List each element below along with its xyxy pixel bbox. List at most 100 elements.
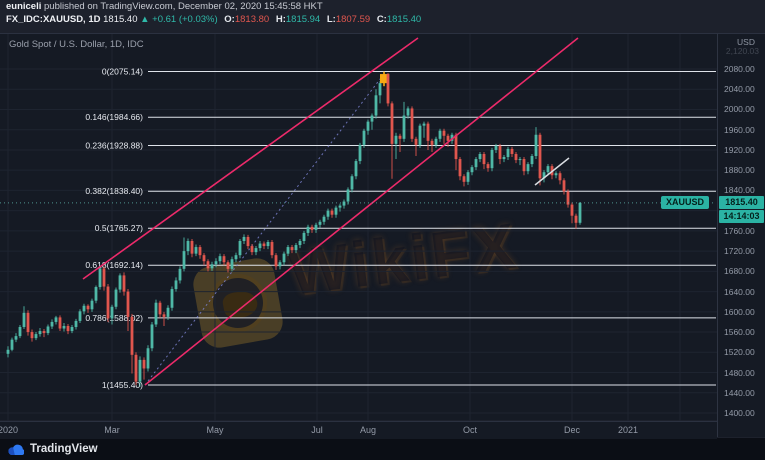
fib-level-label: 0.618(1692.14) bbox=[85, 260, 143, 270]
candle-body bbox=[58, 317, 62, 329]
candle-body bbox=[274, 255, 278, 267]
candle-body bbox=[146, 348, 150, 369]
candle-body bbox=[290, 247, 294, 251]
candle-body bbox=[466, 172, 470, 182]
time-axis-label: 2021 bbox=[617, 425, 639, 435]
tradingview-cloud-icon bbox=[8, 444, 24, 455]
chart-pane[interactable]: WikiFX 0(2075.14) 0.146(1984.66) 0.236(192… bbox=[0, 33, 717, 439]
candle-body bbox=[326, 210, 330, 217]
candle-body bbox=[82, 305, 86, 312]
candle-body bbox=[538, 134, 542, 179]
candle-body bbox=[162, 314, 166, 317]
price-axis-label: 1840.00 bbox=[724, 185, 755, 196]
time-axis[interactable]: 2020 Mar May Jul Aug Oct Dec 2021 bbox=[0, 421, 717, 439]
symbol-price-chip: XAUUSD bbox=[660, 196, 709, 209]
pane-title: Gold Spot / U.S. Dollar, 1D, IDC bbox=[9, 39, 144, 50]
fib-level-label: 0.146(1984.66) bbox=[85, 112, 143, 122]
price-axis-label: 1920.00 bbox=[724, 144, 755, 155]
candle-body bbox=[94, 287, 98, 301]
fib-level-label: 0(2075.14) bbox=[102, 66, 143, 76]
candle-body bbox=[114, 289, 118, 307]
price-axis[interactable]: USD 2,120.03 1815.40 14:14:03 2080.00 204… bbox=[717, 33, 765, 437]
channel-trendline[interactable] bbox=[144, 37, 579, 386]
price-axis-label: 1680.00 bbox=[724, 266, 755, 277]
time-axis-label: May bbox=[206, 425, 224, 435]
fib-anchor-dashed-line[interactable] bbox=[144, 73, 385, 386]
candle-body bbox=[62, 325, 66, 329]
candle-body bbox=[450, 134, 454, 141]
candle-body bbox=[446, 135, 450, 141]
time-axis-label: Oct bbox=[462, 425, 477, 435]
candle-body bbox=[278, 262, 282, 267]
candle-body bbox=[206, 261, 210, 269]
channel-trendline[interactable] bbox=[82, 37, 419, 280]
candle-body bbox=[218, 256, 222, 262]
high-value: 1815.94 bbox=[285, 14, 321, 25]
candle-body bbox=[226, 262, 230, 269]
candle-body bbox=[166, 307, 170, 317]
candle-body bbox=[502, 157, 506, 160]
tradingview-brand-link[interactable]: TradingView bbox=[30, 443, 98, 455]
candle-body bbox=[142, 359, 146, 369]
candle-body bbox=[486, 164, 490, 169]
candle-body bbox=[182, 251, 186, 269]
candle-body bbox=[266, 242, 270, 247]
candle-body bbox=[30, 332, 34, 339]
candle-body bbox=[246, 236, 250, 247]
candle-body bbox=[90, 300, 94, 310]
candle-body bbox=[102, 268, 106, 287]
candle-body bbox=[34, 334, 38, 339]
currency-label: USD bbox=[737, 37, 755, 47]
fib-level-label: 0.786(1588.02) bbox=[85, 313, 143, 323]
candle-body bbox=[386, 74, 390, 104]
candle-body bbox=[402, 115, 406, 139]
candle-body bbox=[454, 134, 458, 160]
candle-body bbox=[254, 248, 258, 253]
publish-info: euniceli published on TradingView.com, D… bbox=[6, 1, 323, 12]
candle-body bbox=[66, 325, 70, 332]
candle-body bbox=[110, 306, 114, 319]
footer-bar: TradingView bbox=[0, 438, 765, 460]
low-label: L: bbox=[326, 14, 336, 25]
close-label: C: bbox=[376, 14, 387, 25]
candle-body bbox=[242, 236, 246, 241]
candle-body bbox=[258, 243, 262, 249]
price-axis-label: 1640.00 bbox=[724, 286, 755, 297]
candle-body bbox=[74, 320, 78, 327]
candle-body bbox=[210, 264, 214, 269]
candle-body bbox=[298, 241, 302, 246]
candle-body bbox=[202, 255, 206, 262]
author-name[interactable]: euniceli bbox=[6, 1, 42, 12]
candle-body bbox=[362, 130, 366, 145]
candle-body bbox=[46, 326, 50, 334]
candle-body bbox=[530, 156, 534, 165]
candle-body bbox=[394, 135, 398, 144]
candle-body bbox=[342, 201, 346, 206]
low-value: 1807.59 bbox=[335, 14, 371, 25]
candle-body bbox=[22, 312, 26, 327]
symbol-info-row: FX_IDC:XAUUSD, 1D 1815.40 ▲ +0.61 (+0.03… bbox=[6, 14, 421, 25]
white-annotation-line[interactable] bbox=[534, 157, 570, 186]
fib-level-label: 0.236(1928.88) bbox=[85, 140, 143, 150]
candle-body bbox=[186, 241, 190, 252]
close-value: 1815.40 bbox=[386, 14, 422, 25]
candle-body bbox=[78, 311, 82, 321]
high-label: H: bbox=[275, 14, 286, 25]
candle-body bbox=[42, 331, 46, 334]
candle-body bbox=[234, 255, 238, 260]
candle-body bbox=[458, 159, 462, 177]
candle-body bbox=[190, 241, 194, 254]
candle-body bbox=[370, 115, 374, 122]
candlestick-chart[interactable]: 0(2075.14) 0.146(1984.66) 0.236(1928.88) 0.… bbox=[0, 34, 717, 421]
candle-body bbox=[418, 125, 422, 145]
candle-body bbox=[558, 173, 562, 181]
candle-body bbox=[546, 166, 550, 173]
price-axis-label: 1560.00 bbox=[724, 327, 755, 338]
symbol-name[interactable]: FX_IDC:XAUUSD, 1D bbox=[6, 14, 101, 25]
candle-body bbox=[462, 176, 466, 182]
candle-body bbox=[178, 268, 182, 281]
candle-body bbox=[86, 305, 90, 310]
candle-body bbox=[498, 145, 502, 160]
candle-body bbox=[562, 180, 566, 192]
